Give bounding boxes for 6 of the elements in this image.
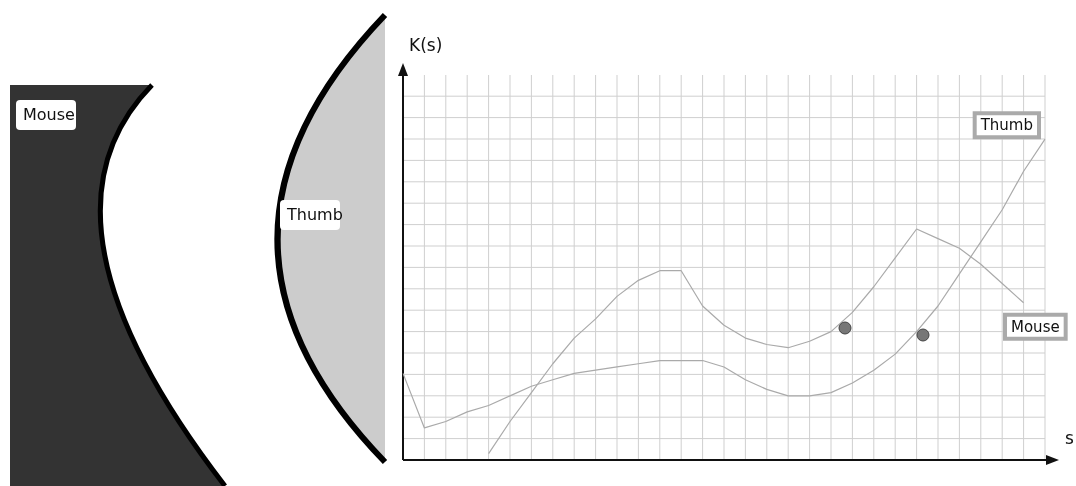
x-axis-title: s bbox=[1065, 428, 1074, 449]
mouse-shape: Mouse bbox=[10, 83, 227, 486]
series-label: Mouse bbox=[1011, 317, 1060, 336]
series-label: Thumb bbox=[979, 116, 1033, 135]
text: K(s) bbox=[409, 35, 443, 56]
thumb-shape: Thumb bbox=[274, 13, 388, 464]
